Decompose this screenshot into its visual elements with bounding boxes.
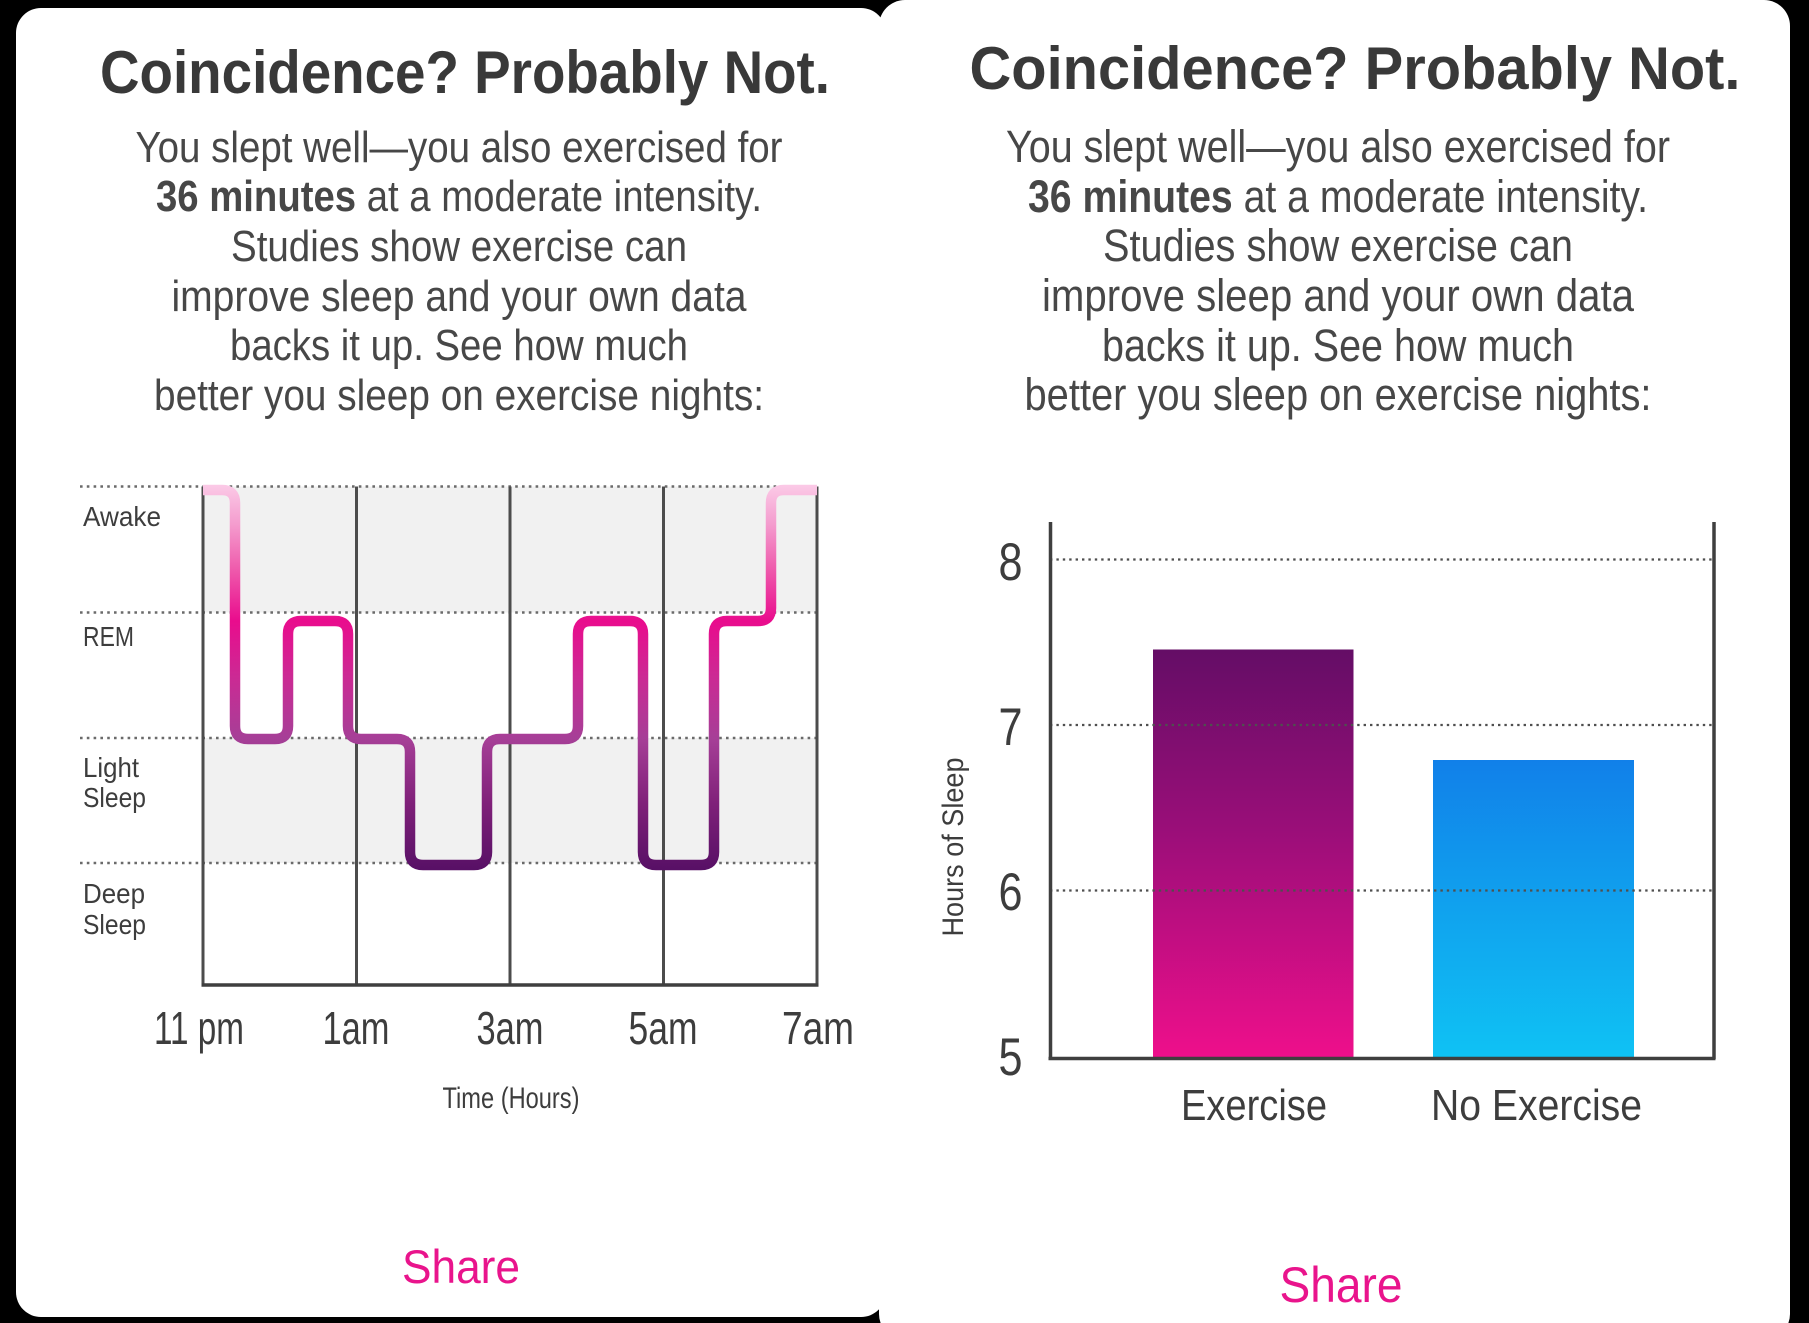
- svg-text:improve sleep and your own dat: improve sleep and your own data: [1042, 270, 1635, 321]
- svg-text:Exercise: Exercise: [1181, 1081, 1327, 1130]
- svg-text:You slept well—you also exerci: You slept well—you also exercised for: [1006, 121, 1670, 172]
- svg-text:7: 7: [999, 698, 1023, 757]
- svg-text:No Exercise: No Exercise: [1431, 1081, 1642, 1130]
- svg-text:36 minutes at a moderate inten: 36 minutes at a moderate intensity.: [156, 172, 762, 221]
- svg-text:Hours of Sleep: Hours of Sleep: [937, 758, 970, 937]
- svg-text:Light: Light: [83, 752, 139, 783]
- svg-text:Awake: Awake: [83, 501, 161, 532]
- svg-text:Sleep: Sleep: [83, 909, 146, 940]
- svg-text:11 pm: 11 pm: [154, 1002, 244, 1054]
- svg-text:REM: REM: [83, 621, 134, 652]
- svg-text:Time (Hours): Time (Hours): [443, 1082, 580, 1115]
- svg-text:backs it up. See how much: backs it up. See how much: [1102, 320, 1574, 371]
- svg-text:better you sleep on exercise n: better you sleep on exercise nights:: [154, 371, 764, 420]
- svg-text:Deep: Deep: [83, 878, 145, 909]
- svg-text:backs it up. See how much: backs it up. See how much: [230, 321, 688, 370]
- svg-text:Share: Share: [402, 1240, 520, 1293]
- svg-text:5: 5: [999, 1028, 1023, 1087]
- svg-text:1am: 1am: [323, 1002, 390, 1054]
- svg-text:6: 6: [999, 863, 1023, 922]
- svg-text:36 minutes at a moderate inten: 36 minutes at a moderate intensity.: [1028, 171, 1648, 222]
- svg-text:5am: 5am: [629, 1002, 698, 1054]
- svg-text:Coincidence? Probably Not.: Coincidence? Probably Not.: [100, 39, 830, 106]
- svg-text:Sleep: Sleep: [83, 782, 146, 813]
- svg-text:Coincidence? Probably Not.: Coincidence? Probably Not.: [970, 35, 1741, 102]
- svg-text:3am: 3am: [477, 1002, 544, 1054]
- svg-text:8: 8: [999, 533, 1023, 592]
- svg-text:Studies show exercise can: Studies show exercise can: [1103, 220, 1573, 271]
- svg-text:improve sleep and your own dat: improve sleep and your own data: [172, 272, 747, 321]
- svg-text:better you sleep on exercise n: better you sleep on exercise nights:: [1025, 369, 1652, 420]
- svg-text:You slept well—you also exerci: You slept well—you also exercised for: [136, 123, 783, 172]
- svg-text:Share: Share: [1280, 1257, 1403, 1313]
- svg-text:Studies show exercise can: Studies show exercise can: [231, 222, 687, 271]
- svg-text:7am: 7am: [782, 1002, 854, 1054]
